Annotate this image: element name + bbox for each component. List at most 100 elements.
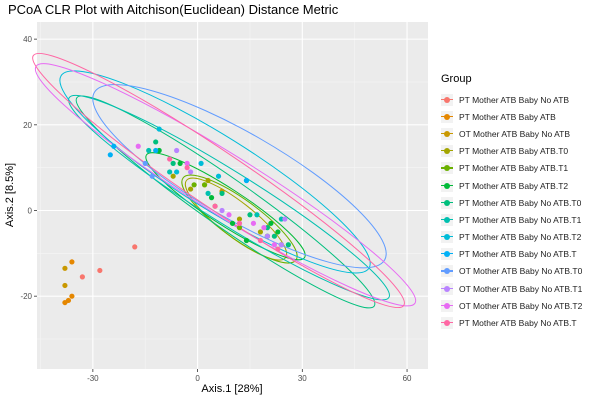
x-tick-label: 60 (403, 374, 412, 383)
legend-label: PT Mother ATB Baby ATB (459, 111, 556, 122)
legend-label: OT Mother ATB Baby No ATB.T2 (459, 300, 583, 311)
x-axis-label: Axis.1 [28%] (201, 383, 262, 395)
data-point (62, 282, 68, 289)
data-point (62, 265, 68, 271)
legend-label: OT Mother ATB Baby No ATB.T0 (459, 266, 583, 277)
legend-key-dot (444, 302, 450, 309)
legend-key (441, 196, 453, 209)
data-points (62, 126, 291, 306)
legend-key-dot (444, 199, 450, 206)
confidence-ellipses (32, 52, 417, 309)
data-point (188, 169, 194, 175)
data-point (275, 229, 281, 235)
x-tick-label: 30 (298, 374, 307, 383)
legend-key-dot (444, 113, 450, 120)
data-point (205, 177, 211, 184)
data-point (208, 195, 215, 201)
legend-label: OT Mother ATB Baby No ATB.T1 (459, 283, 583, 294)
legend-item: PT Mother ATB Baby No ATB.T2 (441, 229, 582, 246)
legend-key (441, 231, 453, 244)
data-point (271, 242, 277, 248)
legend-item: OT Mother ATB Baby No ATB.T0 (441, 263, 582, 280)
legend-item: PT Mother ATB Baby No ATB (441, 91, 582, 108)
minor-gridlines (37, 22, 428, 369)
data-point (149, 173, 155, 179)
x-axis-ticks: -30 0 30 60 (87, 369, 412, 383)
legend-key (441, 145, 453, 158)
legend-key-dot (444, 148, 450, 155)
legend-label: PT Mother ATB Baby No ATB.T (459, 318, 577, 329)
legend-key (441, 110, 453, 123)
y-axis-label: Axis.2 [8.5%] (4, 163, 16, 227)
legend-key (441, 265, 453, 278)
data-point (191, 182, 197, 188)
legend-key-dot (444, 96, 450, 103)
data-point (111, 143, 117, 149)
legend-key-dot (444, 268, 450, 275)
data-point (236, 225, 243, 231)
x-tick-label: 0 (195, 374, 200, 383)
data-point (146, 147, 152, 154)
legend-items: PT Mother ATB Baby No ATB PT Mother ATB B… (441, 91, 582, 332)
data-point (268, 220, 274, 226)
legend-label: PT Mother ATB Baby No ATB.T2 (459, 232, 582, 243)
data-point (285, 242, 291, 248)
data-point (243, 237, 250, 244)
legend-key (441, 93, 453, 106)
data-point (97, 267, 103, 274)
y-tick-label: 0 (28, 206, 33, 215)
data-point (156, 126, 162, 132)
data-point (188, 186, 194, 192)
data-point (243, 177, 250, 184)
data-point (261, 225, 267, 231)
data-point (271, 233, 277, 239)
ellipse (59, 70, 371, 274)
legend-item: PT Mother ATB Baby No ATB.T (441, 314, 582, 331)
legend-label: PT Mother ATB Baby ATB.T0 (459, 146, 569, 157)
legend-item: PT Mother ATB Baby ATB.T2 (441, 177, 582, 194)
legend-item: PT Mother ATB Baby ATB (441, 108, 582, 125)
legend-key (441, 162, 453, 175)
legend-key-dot (444, 285, 450, 292)
data-point (132, 244, 138, 250)
data-point (247, 212, 253, 218)
legend-item: OT Mother ATB Baby No ATB.T1 (441, 280, 582, 297)
legend-key (441, 179, 453, 192)
y-axis-ticks: -20 0 20 40 (20, 35, 37, 301)
data-point (275, 246, 281, 252)
legend-label: PT Mother ATB Baby No ATB.T1 (459, 214, 582, 225)
legend-item: PT Mother ATB Baby No ATB.T1 (441, 211, 582, 228)
x-tick-label: -30 (87, 374, 99, 383)
data-point (153, 139, 159, 145)
data-point (219, 190, 225, 196)
data-point (107, 152, 113, 158)
legend-title: Group (441, 73, 472, 85)
legend-item: PT Mother ATB Baby ATB.T1 (441, 160, 582, 177)
legend-item: PT Mother ATB Baby No ATB.T (441, 246, 582, 263)
legend-key-dot (444, 216, 450, 223)
legend-key-dot (444, 251, 450, 258)
legend-key (441, 317, 453, 330)
legend-item: PT Mother ATB Baby ATB.T0 (441, 143, 582, 160)
data-point (174, 169, 180, 175)
data-point (170, 160, 176, 166)
data-point (170, 173, 176, 179)
data-point (215, 173, 222, 179)
legend-label: PT Mother ATB Baby No ATB.T (459, 249, 577, 260)
legend-label: PT Mother ATB Baby ATB.T2 (459, 180, 569, 191)
y-tick-label: 20 (23, 121, 32, 130)
data-point (174, 147, 180, 154)
data-point (135, 143, 141, 149)
data-point (254, 212, 260, 218)
data-point (167, 156, 173, 162)
data-point (278, 242, 284, 248)
data-point (198, 160, 204, 166)
data-point (69, 259, 75, 265)
data-point (184, 165, 190, 171)
data-point (226, 212, 232, 218)
legend-key-dot (444, 234, 450, 241)
data-point (236, 216, 243, 222)
data-point (184, 160, 190, 166)
data-point (69, 293, 75, 299)
